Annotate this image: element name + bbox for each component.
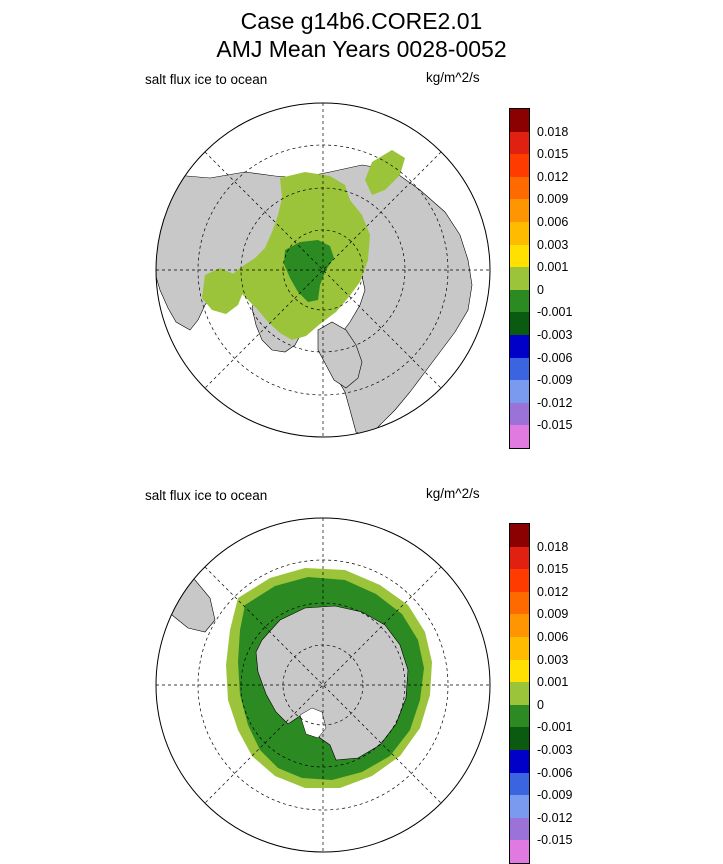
south-ice-shelf — [299, 707, 327, 739]
north-colorbar-swatch — [510, 380, 529, 404]
north-ice-light-green-hudson — [202, 268, 244, 314]
north-polar-map — [155, 102, 491, 438]
south-colorbar-swatch — [510, 795, 529, 819]
north-colorbar-tick-label: 0.012 — [537, 169, 569, 184]
south-colorbar-tick-label: -0.015 — [537, 833, 573, 848]
south-colorbar-swatch — [510, 750, 529, 774]
north-field-label: salt flux ice to ocean — [145, 72, 268, 87]
south-colorbar-tick-label: 0.003 — [537, 652, 569, 667]
south-colorbar-tick-label: -0.012 — [537, 810, 573, 825]
north-colorbar-swatch — [510, 199, 529, 223]
north-land-scandinavia — [317, 321, 363, 389]
north-ice-dark-green — [284, 240, 334, 302]
south-colorbar-frame — [509, 523, 530, 864]
south-colorbar-swatch — [510, 682, 529, 706]
north-colorbar-swatch — [510, 312, 529, 336]
south-colorbar-swatch — [510, 569, 529, 593]
south-land-antarctica — [255, 605, 409, 761]
south-colorbar-tick-label: -0.009 — [537, 788, 573, 803]
south-colorbar-tick-label: -0.006 — [537, 765, 573, 780]
south-colorbar-swatch — [510, 524, 529, 548]
south-colorbar-tick-label: 0.015 — [537, 562, 569, 577]
north-colorbar-tick-label: 0.001 — [537, 260, 569, 275]
title-line-2: AMJ Mean Years 0028-0052 — [216, 36, 507, 62]
north-colorbar-swatch — [510, 357, 529, 381]
north-ice-light-green-pacific — [365, 150, 405, 195]
north-colorbar-tick-label: 0.015 — [537, 147, 569, 162]
south-map-border — [155, 517, 491, 853]
south-colorbar-tick-label: 0.012 — [537, 584, 569, 599]
south-colorbar-swatch — [510, 546, 529, 570]
south-colorbar-tick-label: 0.018 — [537, 539, 569, 554]
north-colorbar-swatch — [510, 131, 529, 155]
south-colorbar-swatch — [510, 727, 529, 751]
south-colorbar-tick-label: -0.001 — [537, 720, 573, 735]
south-colorbar-tick-label: -0.003 — [537, 743, 573, 757]
south-colorbar-swatch — [510, 614, 529, 638]
south-colorbar-swatch — [510, 704, 529, 728]
south-colorbar-swatch — [510, 591, 529, 615]
north-colorbar-tick-label: 0.018 — [537, 124, 569, 139]
south-polar-map — [155, 517, 491, 853]
north-colorbar-tick-label: -0.001 — [537, 305, 573, 320]
north-colorbar-swatch — [510, 425, 529, 449]
north-colorbar-frame — [509, 108, 530, 449]
north-colorbar-tick-label: -0.012 — [537, 395, 573, 410]
north-colorbar-swatch — [510, 335, 529, 359]
north-colorbar-tick-label: 0.003 — [537, 237, 569, 252]
north-colorbar-swatch — [510, 109, 529, 133]
north-colorbar-swatch — [510, 267, 529, 291]
north-graticule — [156, 103, 490, 437]
north-colorbar-tick-label: 0.009 — [537, 192, 569, 207]
south-colorbar-swatch — [510, 659, 529, 683]
north-colorbar-tick-label: 0.006 — [537, 215, 569, 229]
north-colorbar-tick-label: -0.006 — [537, 350, 573, 365]
south-units-label: kg/m^2/s — [426, 486, 480, 501]
north-colorbar-tick-label: 0 — [537, 282, 544, 297]
south-colorbar-swatch — [510, 637, 529, 661]
north-colorbar-tick-label: -0.003 — [537, 328, 573, 342]
south-colorbar-tick-label: 0.006 — [537, 630, 569, 644]
title-line-1: Case g14b6.CORE2.01 — [240, 8, 483, 34]
north-colorbar-swatch — [510, 176, 529, 200]
north-colorbar-swatch — [510, 244, 529, 268]
south-field-label: salt flux ice to ocean — [145, 488, 268, 503]
south-graticule — [156, 518, 490, 852]
south-colorbar-swatch — [510, 772, 529, 796]
south-colorbar-tick-label: 0.001 — [537, 675, 569, 690]
north-map-border — [155, 102, 491, 438]
south-colorbar-tick-label: 0.009 — [537, 607, 569, 622]
north-colorbar-swatch — [510, 289, 529, 313]
south-colorbar-swatch — [510, 840, 529, 864]
south-colorbar-swatch — [510, 817, 529, 841]
north-colorbar-swatch — [510, 402, 529, 426]
north-colorbar-tick-label: -0.009 — [537, 373, 573, 388]
north-colorbar-tick-label: -0.015 — [537, 418, 573, 433]
north-units-label: kg/m^2/s — [426, 70, 480, 85]
north-colorbar-swatch — [510, 222, 529, 246]
south-colorbar-tick-label: 0 — [537, 697, 544, 712]
north-colorbar-swatch — [510, 154, 529, 178]
